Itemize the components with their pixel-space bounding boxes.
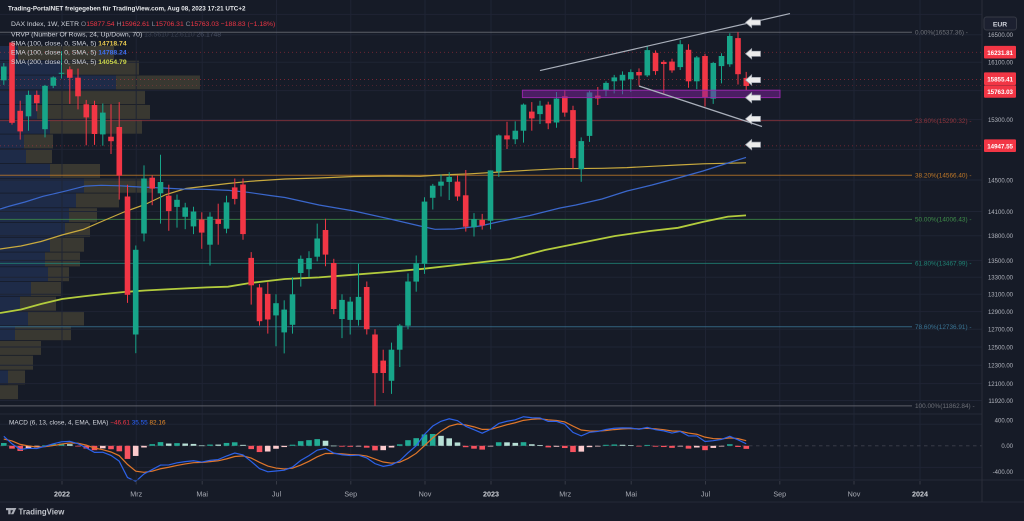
svg-text:Sep: Sep: [773, 490, 786, 499]
svg-text:Mrz: Mrz: [559, 490, 571, 499]
svg-text:14100.00: 14100.00: [988, 210, 1014, 216]
svg-text:38.20%(14566.40) -: 38.20%(14566.40) -: [915, 173, 972, 180]
svg-text:-400.00: -400.00: [993, 470, 1014, 476]
svg-text:15855.41: 15855.41: [987, 76, 1013, 83]
svg-text:400.00: 400.00: [995, 418, 1014, 424]
svg-text:23.60%(15290.32) -: 23.60%(15290.32) -: [915, 118, 972, 125]
svg-text:78.60%(12736.91) -: 78.60%(12736.91) -: [915, 324, 972, 331]
svg-text:16100.00: 16100.00: [988, 61, 1014, 67]
svg-text:MACD (6, 13, close, 4, EMA, EM: MACD (6, 13, close, 4, EMA, EMA) −46.61 …: [9, 420, 166, 427]
svg-text:12500.00: 12500.00: [988, 345, 1014, 351]
svg-text:16231.81: 16231.81: [987, 50, 1013, 57]
svg-text:0.00: 0.00: [1001, 444, 1013, 450]
svg-text:EUR: EUR: [993, 22, 1007, 29]
svg-text:15300.00: 15300.00: [988, 118, 1014, 124]
svg-text:14500.00: 14500.00: [988, 178, 1014, 184]
svg-text:14947.55: 14947.55: [987, 143, 1013, 150]
svg-text:100.00%(11862.84) -: 100.00%(11862.84) -: [915, 403, 975, 410]
svg-text:13300.00: 13300.00: [988, 276, 1014, 282]
svg-text:2022: 2022: [54, 490, 70, 499]
svg-text:2024: 2024: [912, 490, 928, 499]
svg-text:12100.00: 12100.00: [988, 382, 1014, 388]
svg-text:Mrz: Mrz: [130, 490, 142, 499]
svg-text:Nov: Nov: [848, 490, 861, 499]
svg-text:Jul: Jul: [701, 490, 711, 499]
svg-text:SMA (200, close, 0, SMA, 5) 14: SMA (200, close, 0, SMA, 5) 14054.79: [11, 59, 127, 66]
svg-text:Trading-PortalNET freigegeben: Trading-PortalNET freigegeben für Tradin…: [8, 6, 246, 13]
svg-text:15763.03: 15763.03: [987, 89, 1013, 96]
svg-text:Jul: Jul: [272, 490, 282, 499]
svg-text:16500.00: 16500.00: [988, 33, 1014, 39]
svg-text:13100.00: 13100.00: [988, 293, 1014, 299]
svg-text:13800.00: 13800.00: [988, 234, 1014, 240]
svg-text:13500.00: 13500.00: [988, 259, 1014, 265]
svg-text:Mai: Mai: [625, 490, 637, 499]
svg-text:SMA (100, close, 0, SMA, 5) 14: SMA (100, close, 0, SMA, 5) 14718.74: [11, 41, 127, 48]
svg-text:12300.00: 12300.00: [988, 364, 1014, 370]
svg-text:12700.00: 12700.00: [988, 328, 1014, 334]
svg-text:EMA (100, close, 0, SMA, 5) 14: EMA (100, close, 0, SMA, 5) 14788.24: [11, 50, 127, 57]
svg-text:Nov: Nov: [419, 490, 432, 499]
svg-text:12900.00: 12900.00: [988, 310, 1014, 316]
svg-text:Mai: Mai: [196, 490, 208, 499]
svg-text:11920.00: 11920.00: [988, 399, 1013, 405]
svg-text:0.00%(16537.36) -: 0.00%(16537.36) -: [915, 30, 968, 37]
svg-text:TradingView: TradingView: [19, 507, 66, 516]
svg-text:2023: 2023: [483, 490, 499, 499]
svg-text:VRVP (Number Of Rows, 24, Up/D: VRVP (Number Of Rows, 24, Up/Down, 70) 1…: [11, 31, 221, 38]
svg-text:DAX Index, 1W, XETR O15877.54: DAX Index, 1W, XETR O15877.54 H15962.61 …: [11, 21, 275, 28]
svg-text:Sep: Sep: [344, 490, 357, 499]
svg-text:50.00%(14006.43) -: 50.00%(14006.43) -: [915, 217, 972, 224]
svg-text:61.80%(13467.99) -: 61.80%(13467.99) -: [915, 261, 972, 268]
